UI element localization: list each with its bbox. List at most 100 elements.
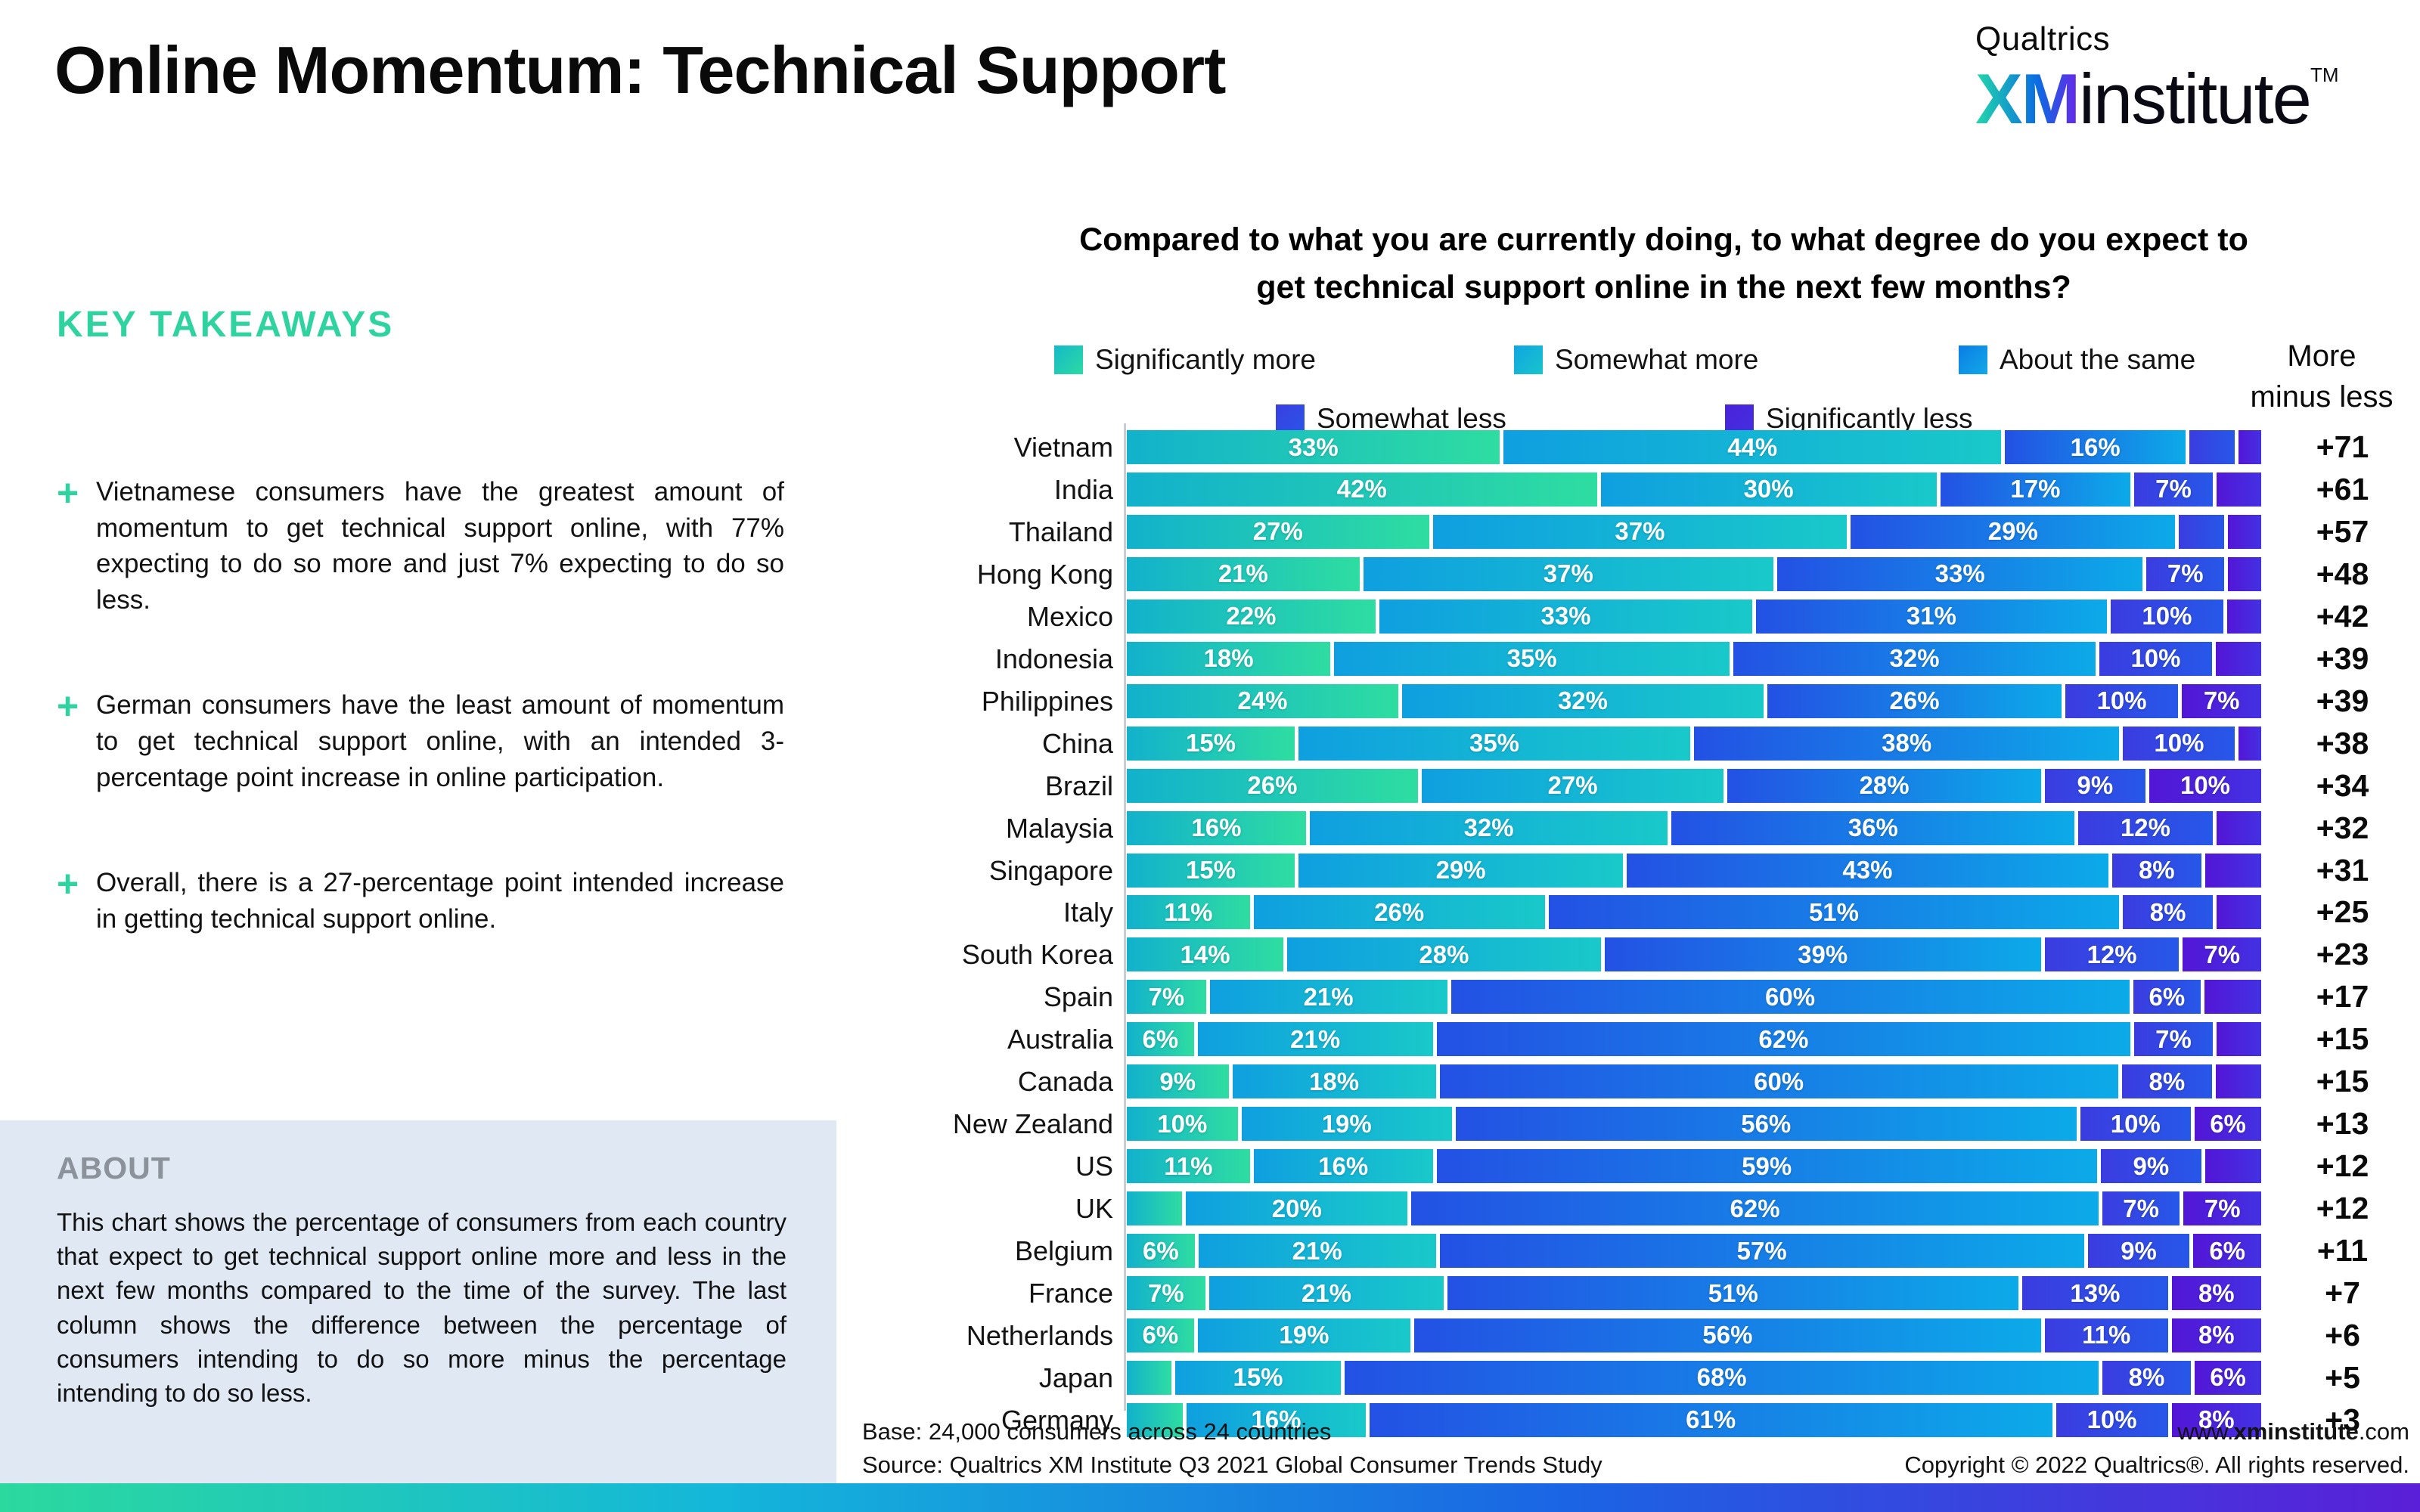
segment-value-label: 6% — [1142, 1321, 1179, 1349]
stacked-bar: 16% 61% 10% 8% — [1127, 1402, 2261, 1437]
bar-segment: 14% — [1127, 937, 1284, 972]
legend-item: About the same — [1959, 344, 2196, 375]
segment-value-label: 38% — [1882, 729, 1932, 758]
bar-segment: 8% — [2108, 853, 2202, 888]
bar-segment: 10% — [2119, 726, 2235, 761]
more-minus-less-value: +39 — [2316, 640, 2369, 676]
segment-value-label: 43% — [1842, 856, 1893, 884]
trademark-symbol: TM — [2310, 64, 2339, 86]
segment-value-label: 16% — [2070, 432, 2121, 461]
country-label: South Korea — [961, 939, 1113, 971]
bar-row: France 7% 21% 51% 13% 8% +7 — [0, 1276, 2420, 1310]
segment-value-label: 27% — [1547, 771, 1598, 800]
stacked-bar: 7% 21% 60% 6% — [1127, 980, 2261, 1015]
segment-value-label: 11% — [1164, 897, 1213, 926]
segment-value-label: 60% — [1765, 982, 1816, 1011]
more-minus-less-value: +34 — [2316, 767, 2369, 803]
country-label: Singapore — [988, 854, 1113, 886]
country-label: Belgium — [1014, 1235, 1113, 1267]
bar-segment — [1127, 1402, 1183, 1437]
bar-segment: 19% — [1237, 1107, 1452, 1142]
country-label: Philippines — [981, 685, 1113, 717]
segment-value-label: 8% — [2149, 897, 2186, 926]
segment-value-label: 15% — [1185, 856, 1236, 884]
country-label: Thailand — [1008, 516, 1113, 547]
country-label: UK — [1075, 1193, 1113, 1225]
bar-segment: 7% — [2130, 472, 2213, 507]
segment-value-label: 10% — [2096, 686, 2147, 715]
segment-value-label: 37% — [1615, 517, 1665, 546]
about-body: This chart shows the percentage of consu… — [57, 1208, 786, 1408]
more-minus-less-value: +39 — [2316, 683, 2369, 718]
bar-segment: 24% — [1127, 683, 1398, 718]
bar-row: India 42% 30% 17% 7% +61 — [0, 472, 2420, 507]
more-minus-less-value: +17 — [2316, 979, 2369, 1015]
segment-value-label: 7% — [1148, 982, 1185, 1011]
segment-value-label: 10% — [1157, 1109, 1208, 1138]
bar-row: Belgium 6% 21% 57% 9% 6% +11 — [0, 1234, 2420, 1269]
more-minus-less-value: +32 — [2316, 810, 2369, 845]
bar-segment: 39% — [1600, 937, 2041, 972]
footer-base-note: Base: 24,000 consumers across 24 countri… — [862, 1418, 1332, 1445]
legend-label: Significantly more — [1095, 344, 1317, 375]
stacked-bar: 6% 21% 57% 9% 6% — [1127, 1234, 2262, 1269]
bar-row: China 15% 35% 38% 10% +38 — [0, 726, 2420, 761]
segment-value-label: 7% — [2123, 1194, 2159, 1222]
bar-segment: 61% — [1365, 1402, 2052, 1437]
legend-item: Somewhat more — [1514, 344, 1758, 375]
bar-segment — [2223, 599, 2261, 634]
bar-segment: 60% — [1447, 980, 2130, 1015]
country-label: Indonesia — [994, 643, 1113, 674]
bar-segment: 12% — [2040, 937, 2180, 972]
bar-segment: 7% — [1127, 1276, 1205, 1310]
segment-value-label: 28% — [1859, 771, 1910, 800]
bar-segment: 18% — [1228, 1064, 1436, 1099]
segment-value-label: 16% — [1251, 1405, 1302, 1434]
bar-row: Indonesia 18% 35% 32% 10% +39 — [0, 640, 2420, 676]
segment-value-label: 8% — [2198, 1321, 2235, 1349]
segment-value-label: 10% — [2130, 644, 2181, 673]
bar-row: Mexico 22% 33% 31% 10% +42 — [0, 599, 2420, 634]
bar-segment: 12% — [2074, 810, 2213, 845]
bar-segment — [2223, 514, 2261, 549]
bar-row: Malaysia 16% 32% 36% 12% +32 — [0, 810, 2420, 845]
more-minus-less-value: +15 — [2316, 1064, 2369, 1099]
legend-swatch-icon — [1054, 345, 1083, 374]
stacked-bar: 42% 30% 17% 7% — [1127, 472, 2261, 507]
country-label: Spain — [1043, 981, 1113, 1013]
bar-segment — [2212, 641, 2262, 676]
bar-row: Hong Kong 21% 37% 33% 7% +48 — [0, 556, 2420, 591]
stacked-bar: 20% 62% 7% 7% — [1127, 1191, 2261, 1226]
bar-segment: 8% — [2119, 895, 2213, 930]
bar-segment: 28% — [1283, 937, 1601, 972]
bar-segment: 8% — [2098, 1360, 2192, 1395]
bottom-gradient-strip — [0, 1483, 2420, 1512]
bar-segment — [2235, 430, 2261, 464]
country-label: Mexico — [1026, 600, 1113, 632]
more-minus-less-value: +61 — [2316, 471, 2369, 507]
bar-segment: 51% — [1444, 1276, 2019, 1310]
segment-value-label: 56% — [1741, 1109, 1792, 1138]
bar-segment: 26% — [1127, 768, 1418, 803]
page-title: Online Momentum: Technical Support — [54, 33, 1226, 107]
segment-value-label: 33% — [1288, 432, 1339, 461]
bar-segment: 35% — [1330, 641, 1730, 676]
bar-segment: 21% — [1194, 1234, 1436, 1269]
country-label: Australia — [1007, 1024, 1113, 1055]
chart-question-line2: get technical support online in the next… — [1256, 269, 2071, 306]
qualtrics-xm-institute-logo: Qualtrics XMinstituteTM — [1975, 23, 2339, 135]
bar-segment: 21% — [1205, 980, 1447, 1015]
bar-row: Singapore 15% 29% 43% 8% +31 — [0, 853, 2420, 888]
bar-segment: 57% — [1435, 1234, 2084, 1269]
more-minus-less-value: +3 — [2325, 1402, 2360, 1437]
bar-segment: 6% — [2129, 980, 2201, 1015]
bar-segment: 33% — [1127, 430, 1500, 464]
bar-row: New Zealand 10% 19% 56% 10% 6% +13 — [0, 1107, 2420, 1142]
bar-segment: 8% — [2167, 1402, 2261, 1437]
bar-segment: 6% — [1127, 1022, 1194, 1057]
stacked-bar: 11% 26% 51% 8% — [1127, 895, 2261, 930]
bar-segment: 36% — [1668, 810, 2075, 845]
legend-label: About the same — [2000, 344, 2196, 375]
country-label: US — [1075, 1151, 1113, 1182]
legend-item: Significantly more — [1054, 344, 1317, 375]
